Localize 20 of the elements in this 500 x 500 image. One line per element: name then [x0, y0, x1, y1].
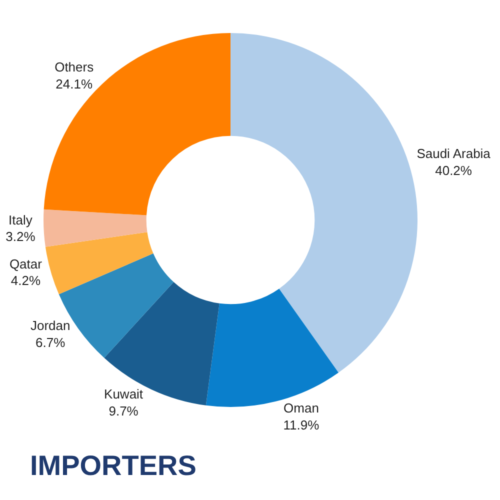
- donut-slice: [44, 209, 148, 247]
- slice-label: Qatar: [9, 256, 43, 272]
- slice-label: Italy: [8, 212, 33, 228]
- data-label: 3.2%: [6, 229, 36, 244]
- slice-label: Jordan: [30, 318, 70, 333]
- donut-slice: [44, 33, 230, 216]
- data-label: 4.2%: [10, 273, 41, 288]
- data-label: 11.9%: [283, 418, 320, 433]
- donut-slice: [45, 232, 154, 294]
- slice-label: Oman: [284, 400, 319, 416]
- donut-slice: [230, 33, 418, 373]
- slice-label: Kuwait: [104, 386, 144, 402]
- text: IMPORTERS: [30, 450, 196, 481]
- data-label: 9.7%: [108, 404, 139, 418]
- data-label: 40.2%: [435, 162, 472, 178]
- slice-label: Others: [54, 60, 94, 75]
- donut-slice: [104, 282, 220, 406]
- data-label: 24.1%: [56, 76, 93, 92]
- slice-label: Saudi Arabia: [416, 146, 492, 161]
- data-label: 6.7%: [36, 334, 66, 350]
